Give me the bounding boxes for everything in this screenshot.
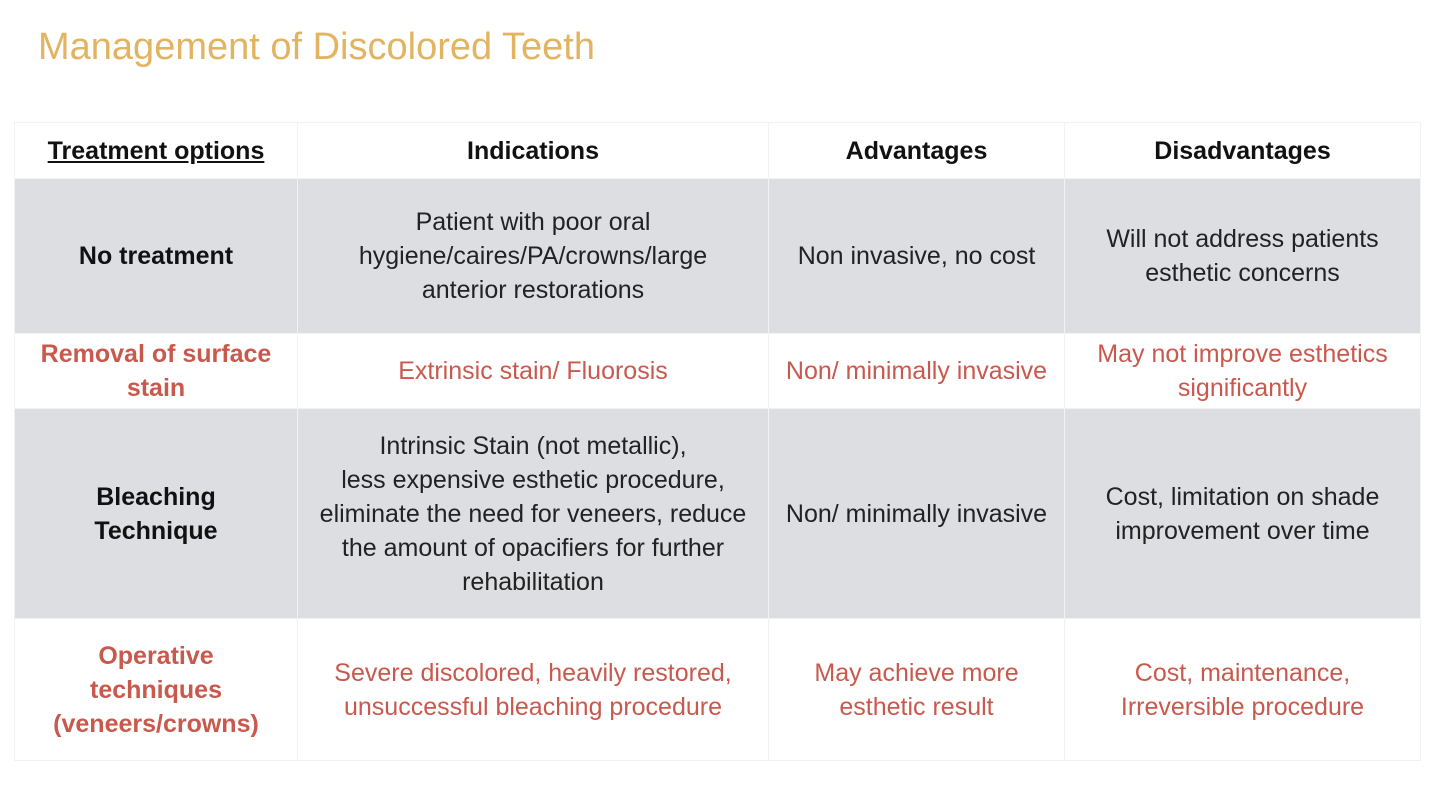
header-row: Treatment options Indications Advantages Di… xyxy=(14,122,1421,179)
table-cell: Non invasive, no cost xyxy=(768,178,1065,334)
header-cell: Disadvantages xyxy=(1064,122,1421,179)
table-cell: Non/ minimally invasive xyxy=(768,333,1065,409)
table-cell: Non/ minimally invasive xyxy=(768,408,1065,619)
table-cell: Intrinsic Stain (not metallic), less exp… xyxy=(297,408,769,619)
table-row: No treatment Patient with poor oral hygie… xyxy=(14,178,1421,334)
header-cell: Advantages xyxy=(768,122,1065,179)
table-cell: Patient with poor oral hygiene/caires/PA… xyxy=(297,178,769,334)
row-label: No treatment xyxy=(14,178,298,334)
row-label: Bleaching Technique xyxy=(14,408,298,619)
table-cell: May achieve more esthetic result xyxy=(768,618,1065,761)
row-label: Operative techniques (veneers/crowns) xyxy=(14,618,298,761)
header-cell: Indications xyxy=(297,122,769,179)
table-row: Removal of surface stain Extrinsic stain/… xyxy=(14,333,1421,409)
table-row: Operative techniques (veneers/crowns) Sev… xyxy=(14,618,1421,761)
table-row: Bleaching Technique Intrinsic Stain (not … xyxy=(14,408,1421,619)
table-cell: Cost, limitation on shade improvement ov… xyxy=(1064,408,1421,619)
treatment-table: Treatment options Indications Advantages Di… xyxy=(14,122,1421,761)
slide-title: Management of Discolored Teeth xyxy=(38,26,595,68)
table-cell: Extrinsic stain/ Fluorosis xyxy=(297,333,769,409)
table-cell: Cost, maintenance, Irreversible procedur… xyxy=(1064,618,1421,761)
header-cell: Treatment options xyxy=(14,122,298,179)
row-label: Removal of surface stain xyxy=(14,333,298,409)
table-cell: May not improve esthetics significantly xyxy=(1064,333,1421,409)
table-cell: Severe discolored, heavily restored, uns… xyxy=(297,618,769,761)
table-cell: Will not address patients esthetic conce… xyxy=(1064,178,1421,334)
